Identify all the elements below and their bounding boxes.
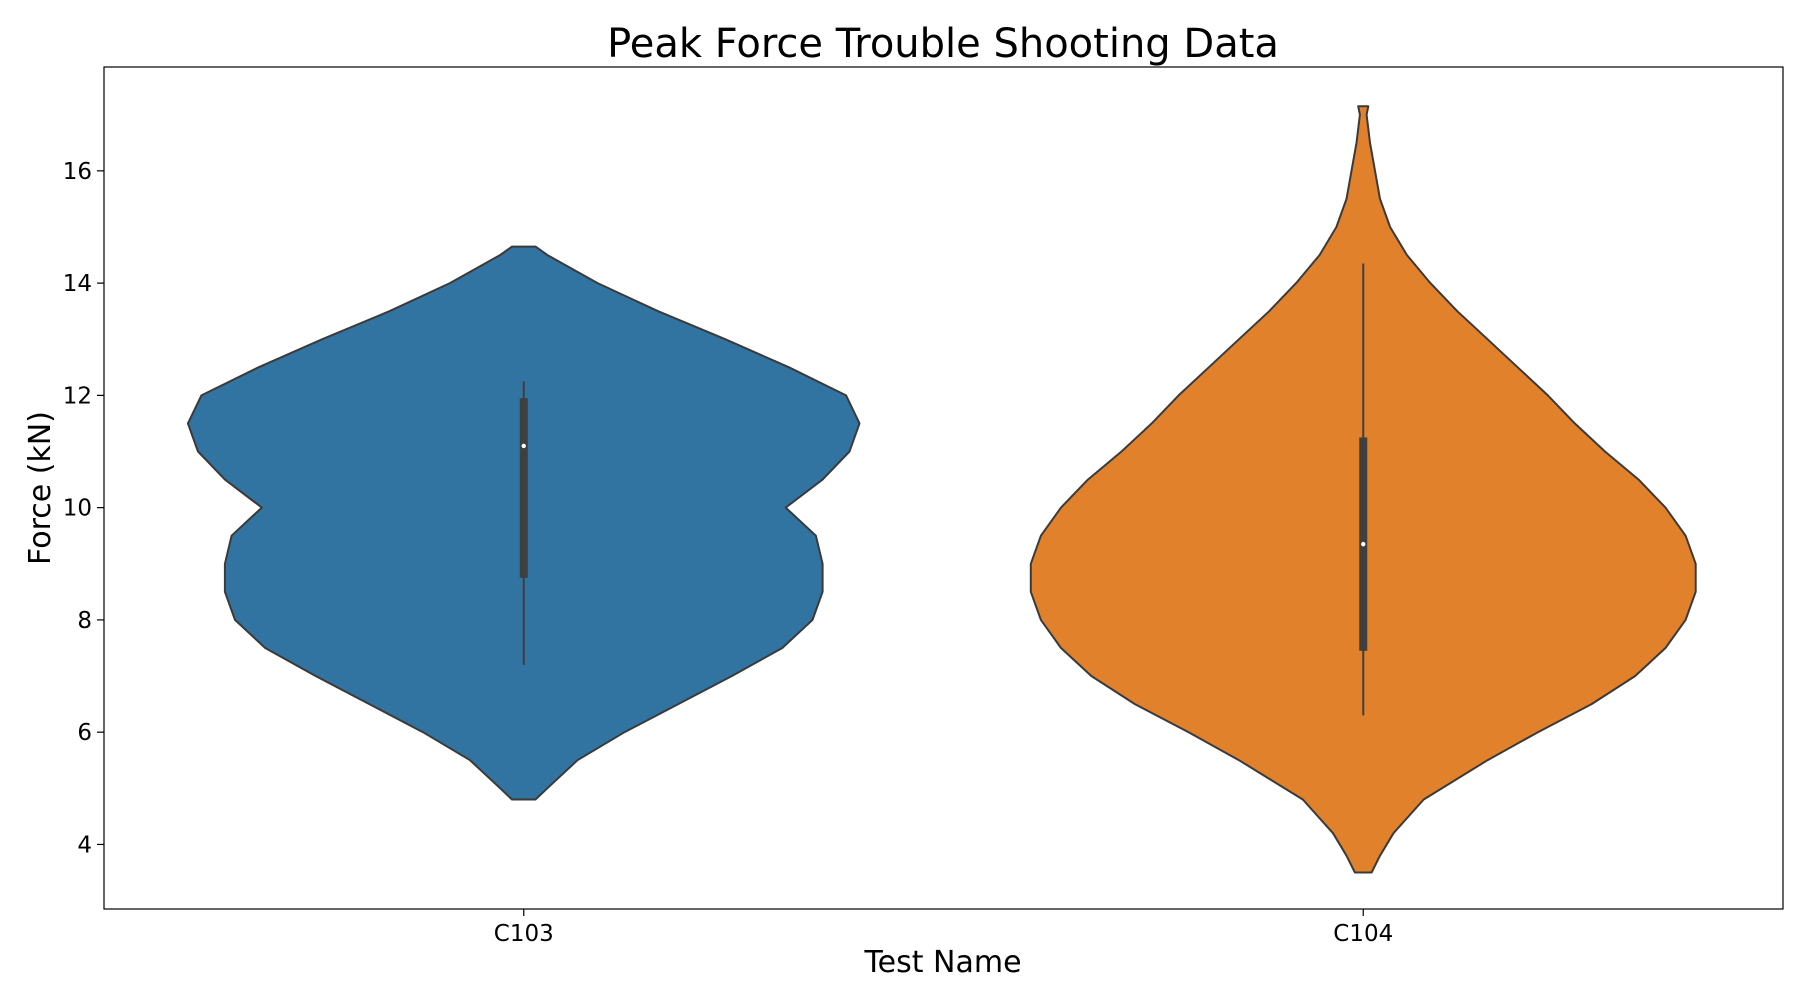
- y-tick-label: 10: [63, 496, 92, 522]
- median-point-c104: [1361, 541, 1366, 547]
- x-axis: C103 C104: [494, 909, 1393, 947]
- y-tick-label: 6: [77, 720, 92, 746]
- y-tick-label: 8: [77, 608, 92, 634]
- plot-frame: [103, 66, 1784, 910]
- y-axis-label: Force (kN): [23, 411, 58, 565]
- x-tick-label: C104: [1333, 921, 1393, 947]
- chart-title: Peak Force Trouble Shooting Data: [607, 21, 1279, 67]
- y-tick-label: 16: [63, 159, 92, 185]
- y-tick-label: 4: [77, 832, 92, 858]
- box-group: [519, 263, 1368, 716]
- y-axis: 4 6 8 10 12 14 16: [63, 159, 104, 858]
- iqr-box-c103: [519, 398, 528, 578]
- median-point-c103: [521, 443, 526, 449]
- y-tick-label: 14: [63, 271, 92, 297]
- x-axis-label: Test Name: [863, 945, 1021, 980]
- y-tick-label: 12: [63, 383, 92, 409]
- violins-group: [186, 105, 1697, 874]
- x-tick-label: C103: [494, 921, 554, 947]
